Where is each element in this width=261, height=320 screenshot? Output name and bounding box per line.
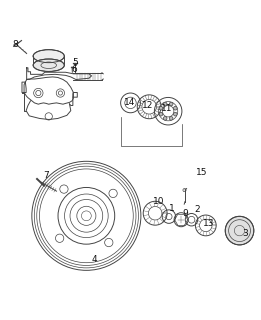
Text: 7: 7 xyxy=(43,171,49,180)
Circle shape xyxy=(225,216,254,245)
Circle shape xyxy=(169,102,173,106)
Text: 13: 13 xyxy=(203,219,214,228)
Circle shape xyxy=(163,116,167,120)
Text: 8: 8 xyxy=(12,40,18,49)
Text: 15: 15 xyxy=(196,169,208,178)
Circle shape xyxy=(174,106,177,110)
Circle shape xyxy=(159,112,163,116)
Text: 5: 5 xyxy=(72,58,78,67)
Circle shape xyxy=(174,112,177,116)
Circle shape xyxy=(163,102,167,106)
Text: 3: 3 xyxy=(242,229,248,238)
Text: 1: 1 xyxy=(169,204,175,212)
Circle shape xyxy=(159,106,163,110)
Text: 4: 4 xyxy=(91,255,97,264)
Text: 14: 14 xyxy=(123,98,135,108)
Ellipse shape xyxy=(33,50,64,63)
Text: 2: 2 xyxy=(194,205,199,214)
Text: 9: 9 xyxy=(182,209,188,218)
Text: 12: 12 xyxy=(142,101,153,110)
Ellipse shape xyxy=(33,59,64,71)
Text: 11: 11 xyxy=(161,104,173,113)
Circle shape xyxy=(169,116,173,120)
Text: 6: 6 xyxy=(72,65,78,74)
Text: 10: 10 xyxy=(153,197,165,206)
